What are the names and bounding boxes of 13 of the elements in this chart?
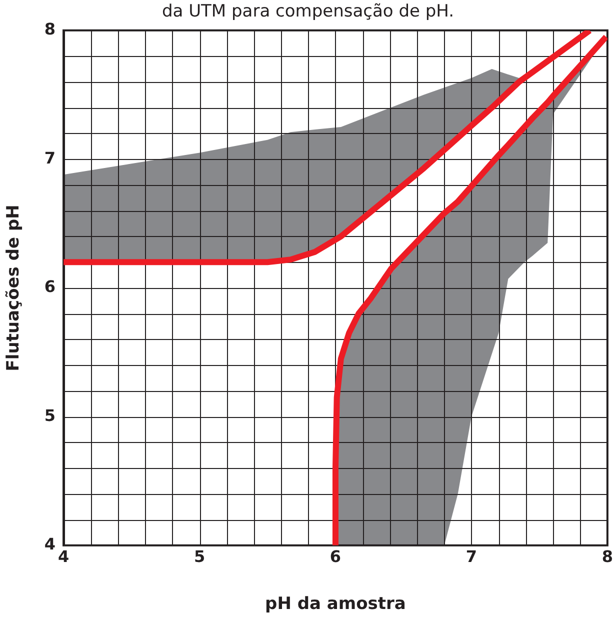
y-axis-title: Flutuações de pH <box>4 204 24 372</box>
x-axis-title: pH da amostra <box>265 594 406 614</box>
x-tick-label: 7 <box>466 547 478 566</box>
y-tick-label: 6 <box>44 277 56 296</box>
y-tick-label: 5 <box>44 406 56 425</box>
y-tick-label: 7 <box>44 148 56 168</box>
y-tick-label: 8 <box>44 20 56 39</box>
x-tick-label: 8 <box>602 547 614 566</box>
chart-title: da UTM para compensação de pH. <box>162 2 454 22</box>
x-tick-label: 5 <box>194 547 206 566</box>
x-tick-label: 4 <box>58 547 70 566</box>
x-tick-label: 6 <box>330 547 342 566</box>
y-tick-label: 4 <box>44 534 56 554</box>
